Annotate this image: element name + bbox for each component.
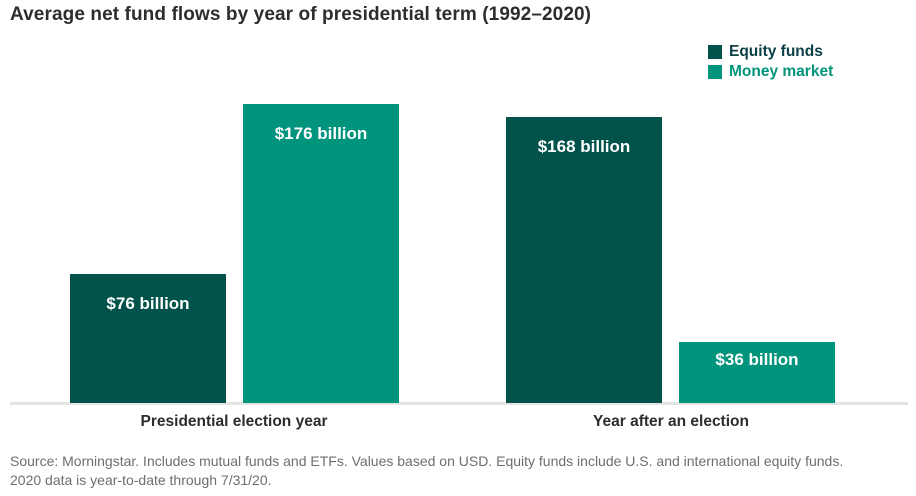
legend-item-equity-funds: Equity funds — [708, 44, 833, 60]
x-axis-line — [10, 402, 908, 405]
legend-swatch-equity-funds — [708, 45, 722, 59]
x-axis-label-election-year: Presidential election year — [140, 413, 328, 430]
plot-area: $76 billion $176 billion $168 billion $3… — [10, 104, 908, 430]
bar-equity-year-after-election: $168 billion — [506, 117, 662, 403]
legend: Equity funds Money market — [708, 44, 833, 80]
chart-title: Average net fund flows by year of presid… — [10, 4, 592, 25]
source-note-line-2: 2020 data is year-to-date through 7/31/2… — [10, 472, 272, 488]
legend-label-money-market: Money market — [729, 63, 834, 80]
bar-value-label: $168 billion — [537, 137, 631, 156]
bar-money-market-election-year: $176 billion — [243, 104, 399, 403]
bar-money-market-year-after-election: $36 billion — [679, 342, 835, 403]
legend-swatch-money-market — [708, 65, 722, 79]
x-axis-label-year-after-election: Year after an election — [593, 413, 749, 430]
source-note-line-1: Source: Morningstar. Includes mutual fun… — [10, 453, 844, 469]
bar-value-label: $36 billion — [715, 350, 799, 369]
bar-value-label: $176 billion — [274, 124, 368, 143]
bar-equity-election-year: $76 billion — [70, 274, 226, 403]
source-note: Source: Morningstar. Includes mutual fun… — [10, 452, 906, 490]
bar-value-label: $76 billion — [106, 294, 190, 313]
legend-item-money-market: Money market — [708, 64, 833, 80]
legend-label-equity-funds: Equity funds — [729, 43, 823, 60]
